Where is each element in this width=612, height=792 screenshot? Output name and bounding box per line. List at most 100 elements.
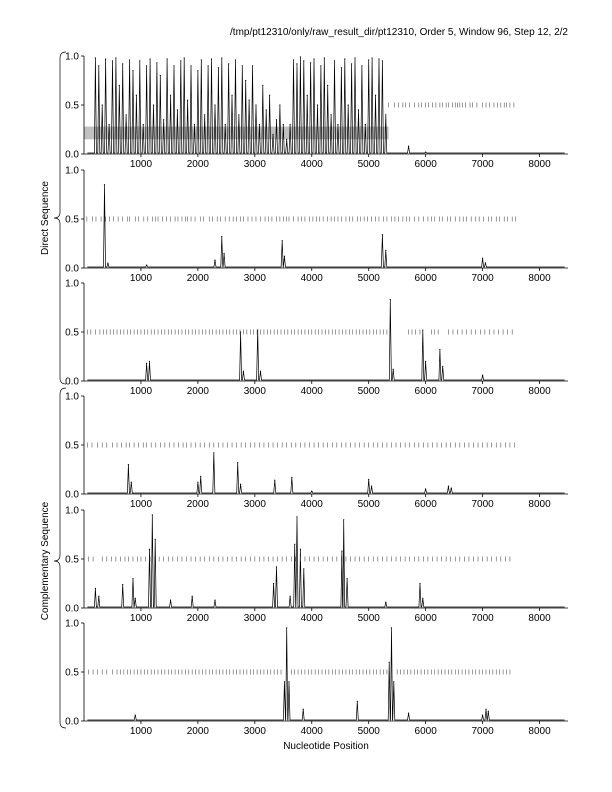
- data-point: [241, 65, 243, 67]
- data-point: [368, 478, 370, 480]
- y-tick-label: 0.0: [65, 150, 79, 161]
- data-point: [98, 595, 100, 597]
- data-point: [344, 58, 346, 60]
- data-point: [357, 109, 360, 111]
- x-tick-label: 4000: [301, 613, 324, 624]
- data-point: [238, 114, 240, 116]
- data-point: [439, 349, 441, 351]
- data-point: [94, 57, 96, 59]
- y-tick-label: 0.0: [65, 604, 79, 615]
- data-point: [422, 329, 424, 331]
- data-point: [341, 550, 343, 552]
- data-point: [130, 481, 132, 483]
- x-tick-label: 8000: [528, 499, 551, 510]
- data-point: [288, 681, 290, 683]
- data-point: [351, 63, 353, 65]
- data-point: [330, 114, 332, 116]
- data-point: [134, 597, 136, 599]
- data-point: [327, 84, 329, 86]
- y-tick-label: 0.5: [65, 668, 79, 679]
- data-point: [323, 57, 325, 59]
- x-tick-label: 6000: [415, 273, 438, 284]
- x-tick-label: 7000: [471, 613, 494, 624]
- data-point: [148, 548, 151, 550]
- data-point: [146, 264, 148, 266]
- y-tick-label: 0.5: [65, 215, 79, 226]
- data-point: [228, 63, 230, 65]
- x-tick-label: 5000: [358, 499, 381, 510]
- x-tick-label: 5000: [358, 613, 381, 624]
- data-point: [183, 57, 185, 59]
- data-point: [265, 109, 267, 111]
- x-tick-label: 1000: [130, 159, 153, 170]
- data-point: [217, 67, 219, 69]
- page-title: /tmp/pt12310/only/raw_result_dir/pt12310…: [230, 27, 568, 38]
- data-point: [156, 62, 158, 64]
- data-point: [442, 365, 444, 367]
- data-point: [132, 578, 134, 580]
- x-tick-label: 3000: [244, 159, 267, 170]
- data-point: [94, 587, 96, 590]
- data-point: [378, 58, 380, 60]
- data-point: [190, 65, 192, 67]
- data-point: [316, 104, 319, 106]
- data-point: [207, 65, 209, 67]
- data-point: [169, 599, 172, 601]
- data-point: [291, 476, 293, 478]
- x-tick-label: 7000: [471, 273, 494, 284]
- data-point: [487, 710, 489, 712]
- data-point: [214, 259, 216, 261]
- x-tick-label: 4000: [301, 386, 324, 397]
- x-tick-label: 8000: [528, 386, 551, 397]
- x-tick-label: 4000: [301, 726, 324, 737]
- x-tick-label: 6000: [415, 613, 438, 624]
- data-point: [425, 360, 427, 362]
- data-point: [302, 708, 304, 710]
- x-tick-label: 8000: [528, 613, 551, 624]
- data-point: [115, 57, 117, 59]
- data-point: [407, 145, 410, 147]
- data-point: [381, 60, 383, 62]
- data-point: [118, 84, 120, 86]
- data-point: [248, 99, 250, 101]
- x-tick-label: 2000: [187, 273, 210, 284]
- data-point: [204, 114, 206, 116]
- data-point: [333, 60, 336, 62]
- data-point: [231, 94, 233, 96]
- data-point: [191, 595, 193, 597]
- data-point: [347, 104, 349, 106]
- data-point: [274, 479, 276, 481]
- data-point: [166, 58, 168, 60]
- data-point: [425, 151, 427, 153]
- y-tick-label: 1.0: [65, 619, 79, 630]
- y-tick-label: 0.0: [65, 377, 79, 388]
- x-tick-label: 1000: [130, 613, 153, 624]
- data-point: [151, 514, 153, 516]
- x-tick-label: 4000: [301, 499, 324, 510]
- data-point: [281, 239, 283, 242]
- data-point: [98, 65, 100, 67]
- data-point: [200, 475, 202, 477]
- data-point: [371, 57, 373, 59]
- x-tick-label: 6000: [415, 159, 438, 170]
- data-point: [286, 138, 288, 140]
- direct-sequence-label: Direct Sequence: [40, 181, 51, 255]
- series-line: [87, 299, 565, 381]
- data-point: [289, 595, 291, 597]
- x-tick-label: 6000: [415, 499, 438, 510]
- data-point: [180, 60, 182, 62]
- y-tick-label: 1.0: [65, 506, 79, 517]
- data-point: [354, 57, 356, 59]
- data-point: [381, 234, 383, 236]
- y-tick-label: 0.0: [65, 717, 79, 728]
- data-point: [221, 236, 223, 238]
- data-point: [149, 58, 151, 60]
- data-point: [310, 62, 312, 64]
- data-point: [108, 124, 110, 126]
- direct-sequence-bracket: [53, 51, 67, 385]
- data-point: [299, 56, 301, 58]
- direct-sequence-group: Direct Sequence: [40, 51, 67, 385]
- panel-2: 0.0 0.5 1.0 1000 2000 3000 4000 5000 6000 7000 800…: [65, 166, 568, 284]
- x-tick-label: 3000: [244, 726, 267, 737]
- data-point: [251, 65, 254, 67]
